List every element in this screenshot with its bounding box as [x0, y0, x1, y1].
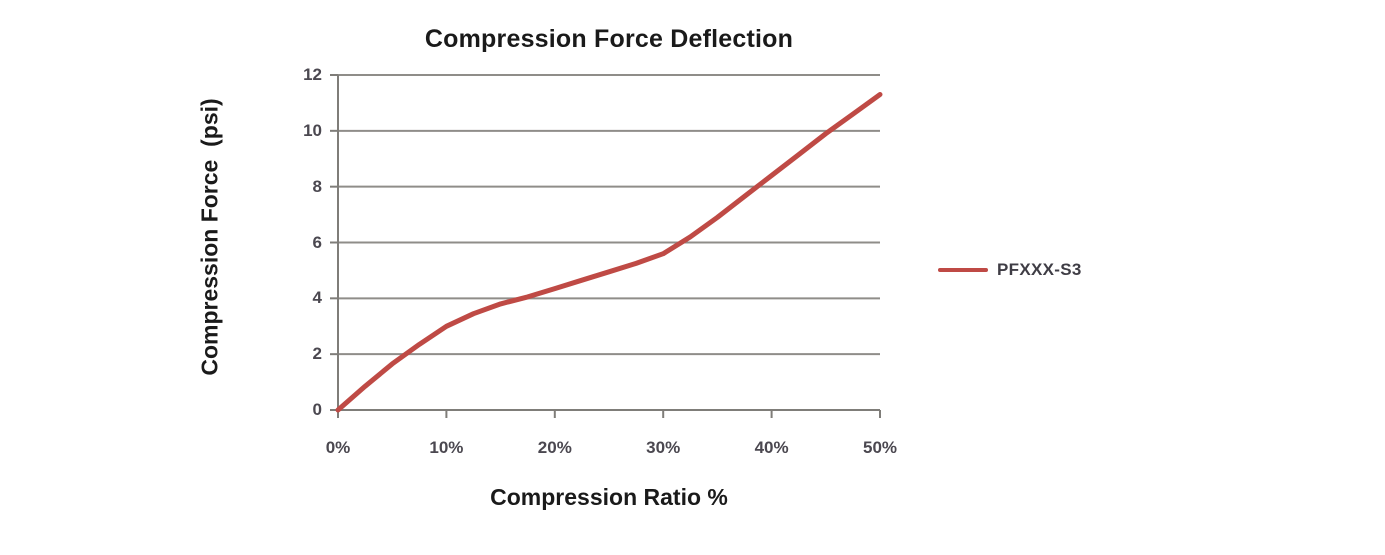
x-tick-label: 30% — [646, 438, 681, 457]
x-tick-label: 0% — [325, 438, 351, 457]
y-tick-label: 10 — [303, 120, 322, 140]
x-tick-label: 10% — [429, 438, 464, 457]
x-axis-title: Compression Ratio % — [490, 484, 728, 510]
legend-label: PFXXX-S3 — [997, 260, 1082, 279]
chart-title: Compression Force Deflection — [424, 25, 794, 53]
series-line-PFXXX-S3 — [335, 92, 883, 413]
y-tick-label: 0 — [312, 400, 322, 419]
y-axis-title: Compression Force (psi) — [196, 98, 223, 376]
y-tick-label: 12 — [303, 65, 322, 84]
legend: PFXXX-S3 — [938, 260, 1082, 280]
y-tick-label: 4 — [312, 288, 322, 308]
x-tick-label: 20% — [537, 438, 572, 457]
y-tick-label: 6 — [312, 232, 322, 252]
legend-line-swatch — [938, 268, 988, 272]
x-tick-label: 50% — [862, 438, 898, 457]
y-tick-label: 8 — [312, 176, 322, 196]
x-tick-label: 40% — [754, 438, 789, 457]
y-tick-label: 2 — [312, 344, 322, 364]
